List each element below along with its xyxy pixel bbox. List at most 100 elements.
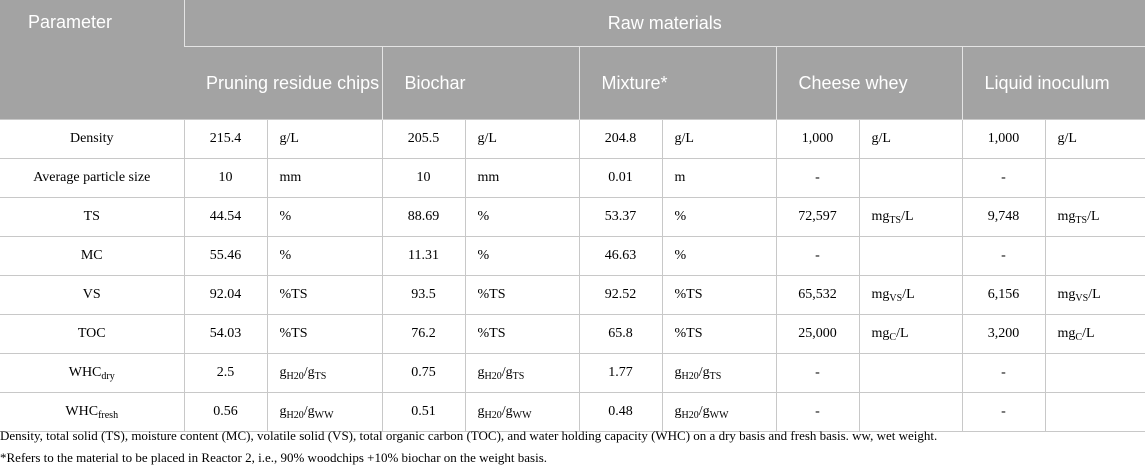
value-cell: 0.01 — [579, 158, 663, 198]
parameter-name: WHCdry — [0, 353, 185, 393]
parameter-name: MC — [0, 236, 185, 276]
value-cell: - — [962, 158, 1046, 198]
text-part: VS — [82, 287, 101, 302]
unit-cell — [1045, 158, 1145, 198]
unit-cell: mgTS/L — [1045, 197, 1145, 237]
raw-materials-table: Parameter Raw materials Pruning residue … — [0, 0, 1145, 432]
text-part: % — [279, 248, 292, 263]
footnote: *Refers to the material to be placed in … — [0, 450, 548, 465]
material-header-cheese-whey: Cheese whey — [775, 46, 962, 120]
value-cell: 215.4 — [184, 119, 268, 159]
value-cell: 10 — [184, 158, 268, 198]
subscript: C — [889, 332, 897, 343]
text-part: % — [477, 209, 490, 224]
value-cell: 92.04 — [184, 275, 268, 315]
value-cell: 2.5 — [184, 353, 268, 393]
text-part: %TS — [477, 326, 506, 341]
unit-cell: % — [465, 236, 580, 276]
value-cell: 3,200 — [962, 314, 1046, 354]
text-part: %TS — [674, 287, 703, 302]
text-part: g/L — [871, 131, 891, 146]
value-cell: 0.56 — [184, 392, 268, 432]
unit-cell: gH20/gWW — [662, 392, 777, 432]
abbreviations-note: Density, total solid (TS), moisture cont… — [0, 428, 938, 443]
value-cell: 0.51 — [382, 392, 466, 432]
text-part: g — [279, 404, 287, 419]
unit-cell: g/L — [465, 119, 580, 159]
text-part: mm — [279, 170, 302, 185]
text-part: /L — [1082, 326, 1095, 341]
value-cell: 55.46 — [184, 236, 268, 276]
text-part: /g — [303, 404, 315, 419]
table-row: TS 44.54% 88.69% 53.37% 72,597 mgTS/L 9,748 mgT… — [0, 197, 1145, 237]
unit-cell: % — [465, 197, 580, 237]
subscript: TS — [314, 371, 327, 382]
value-cell: 1,000 — [776, 119, 860, 159]
unit-cell: gH20/gWW — [267, 392, 383, 432]
material-header-mixture: Mixture* — [578, 46, 776, 120]
subscript: TS — [512, 371, 525, 382]
unit-cell: mgC/L — [859, 314, 963, 354]
text-part: %TS — [279, 287, 308, 302]
subscript: H20 — [484, 371, 502, 382]
parameter-name: TS — [0, 197, 185, 237]
value-cell: - — [776, 158, 860, 198]
text-part: %TS — [279, 326, 308, 341]
subscript: WW — [314, 410, 334, 421]
subscript: C — [1075, 332, 1083, 343]
unit-cell: mgC/L — [1045, 314, 1145, 354]
value-cell: 25,000 — [776, 314, 860, 354]
subscript: H20 — [286, 410, 304, 421]
text-part: mg — [871, 326, 890, 341]
value-cell: 92.52 — [579, 275, 663, 315]
text-part: g/L — [279, 131, 299, 146]
text-part: /g — [501, 404, 513, 419]
unit-cell: mgVS/L — [1045, 275, 1145, 315]
value-cell: 0.48 — [579, 392, 663, 432]
material-header-liquid-inoculum: Liquid inoculum — [961, 46, 1145, 120]
parameter-name: WHCfresh — [0, 392, 185, 432]
unit-cell: g/L — [1045, 119, 1145, 159]
subscript: H20 — [681, 410, 699, 421]
parameter-header: Parameter — [0, 0, 184, 120]
table-row: Average particle size 10 mm 10 mm 0.01 m - - — [0, 158, 1145, 198]
text-part: g — [477, 365, 485, 380]
value-cell: 1,000 — [962, 119, 1046, 159]
text-part: WHC — [68, 365, 102, 380]
value-cell: 10 — [382, 158, 466, 198]
text-part: mm — [477, 170, 500, 185]
text-part: %TS — [674, 326, 703, 341]
subscript: dry — [101, 371, 115, 382]
text-part: %TS — [477, 287, 506, 302]
subscript: VS — [1075, 293, 1089, 304]
value-cell: 88.69 — [382, 197, 466, 237]
unit-cell — [859, 236, 963, 276]
unit-cell: % — [267, 197, 383, 237]
value-cell: 0.75 — [382, 353, 466, 393]
unit-cell — [859, 392, 963, 432]
text-part: /L — [896, 326, 909, 341]
unit-cell: % — [662, 197, 777, 237]
text-part: g — [477, 404, 485, 419]
value-cell: - — [962, 353, 1046, 393]
unit-cell: gH20/gTS — [267, 353, 383, 393]
subscript: TS — [1075, 215, 1088, 226]
value-cell: 44.54 — [184, 197, 268, 237]
text-part: TS — [83, 209, 100, 224]
text-part: % — [477, 248, 490, 263]
value-cell: 76.2 — [382, 314, 466, 354]
text-part: mg — [871, 209, 890, 224]
unit-cell: %TS — [662, 314, 777, 354]
value-cell: 9,748 — [962, 197, 1046, 237]
table-row: Density 215.4 g/L 205.5 g/L 204.8 g/L 1,000 g/L 1… — [0, 119, 1145, 159]
unit-cell: %TS — [465, 314, 580, 354]
unit-cell: m — [662, 158, 777, 198]
text-part: /L — [1088, 287, 1101, 302]
text-part: g — [674, 404, 682, 419]
value-cell: - — [962, 392, 1046, 432]
value-cell: 65,532 — [776, 275, 860, 315]
table-row: WHCdry 2.5 gH20/gTS 0.75 gH20/gTS 1.77 gH20/gT… — [0, 353, 1145, 393]
unit-cell: g/L — [859, 119, 963, 159]
text-part: mg — [1057, 209, 1076, 224]
table-row: VS 92.04 %TS 93.5 %TS 92.52 %TS 65,532 mgVS/L 6,1… — [0, 275, 1145, 315]
